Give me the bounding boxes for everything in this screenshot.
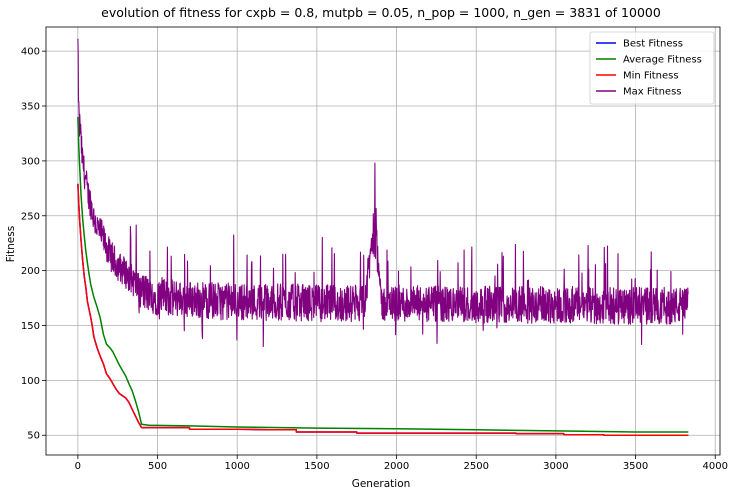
y-tick-label: 100 [21,376,40,387]
y-tick-label: 150 [21,321,40,332]
x-tick-label: 0 [75,461,81,472]
x-tick-label: 1000 [224,461,249,472]
legend-entry: Min Fitness [623,71,679,82]
y-tick-label: 350 [21,102,40,113]
plot-frame [45,26,721,456]
chart-title: evolution of fitness for cxpb = 0.8, mut… [101,5,661,20]
legend-entry: Average Fitness [623,55,702,66]
y-tick-label: 300 [21,156,40,167]
x-tick-label: 1500 [304,461,329,472]
y-tick-label: 250 [21,211,40,222]
series-line-max-fitness [77,38,689,348]
x-tick-label: 500 [148,461,167,472]
x-tick-label: 3500 [623,461,648,472]
y-axis-label: Fitness [5,226,17,262]
series-line-average-fitness [77,116,689,433]
x-tick-label: 2000 [384,461,409,472]
legend-entry: Best Fitness [623,39,683,50]
y-tick-label: 200 [21,266,40,277]
x-tick-label: 3000 [543,461,568,472]
y-tick-label: 50 [27,431,40,442]
x-tick-label: 4000 [702,461,727,472]
series-line-min-fitness [77,183,689,436]
x-tick-label: 2500 [463,461,488,472]
x-axis-label: Generation [352,478,411,490]
y-tick-label: 400 [21,47,40,58]
legend-box [589,31,715,105]
legend-entry: Max Fitness [623,87,682,98]
